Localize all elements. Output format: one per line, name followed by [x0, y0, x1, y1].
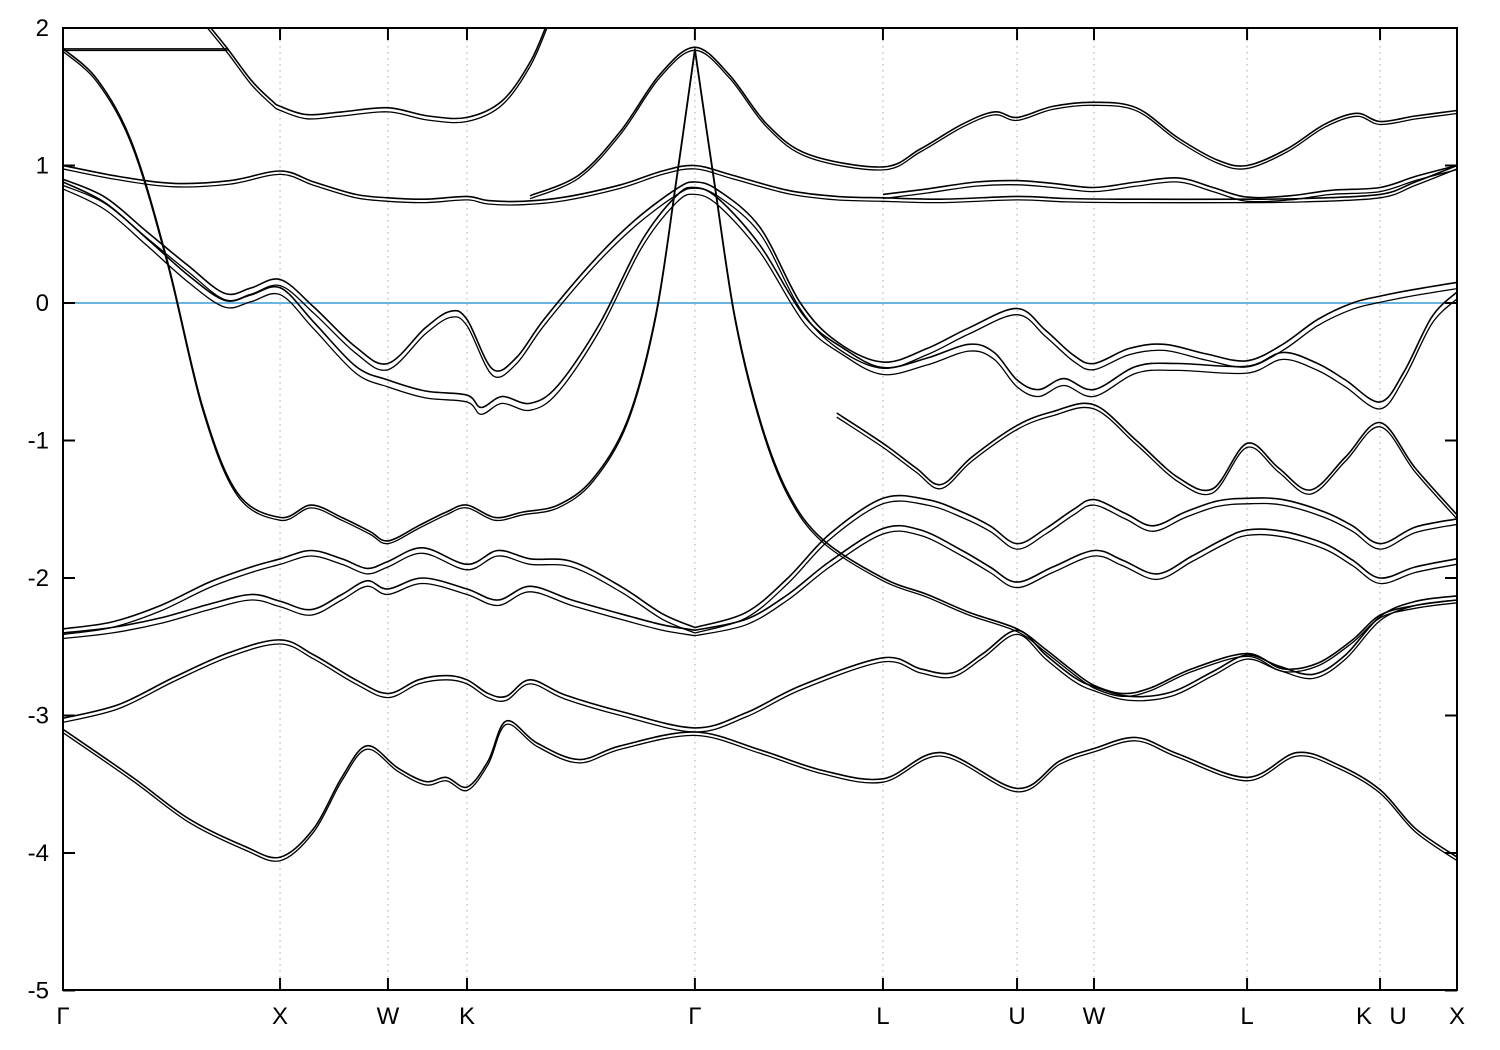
band-dive-right-pair: [694, 51, 1457, 697]
band-dive-left-pair: [63, 50, 696, 545]
band-nearzero-b-pair: [63, 188, 1457, 416]
band-cond-top: [529, 46, 1457, 197]
band-val-v: [836, 402, 1457, 516]
y-tick-label: 2: [36, 15, 49, 42]
y-tick-label: -2: [28, 565, 49, 592]
band-dive-left: [63, 47, 696, 542]
band-nearzero-b: [63, 181, 1457, 409]
kpoint-label: L: [1240, 1003, 1253, 1030]
band-cond-wavy: [882, 164, 1457, 199]
kpoint-label: U: [1389, 1003, 1406, 1030]
band-val-v-pair: [836, 406, 1457, 520]
band-cond-wavy-pair: [882, 168, 1457, 203]
y-tick-label: -3: [28, 703, 49, 730]
band-steep-top: [209, 28, 547, 120]
band-val-left2: [63, 577, 696, 634]
y-tick-label: 0: [36, 290, 49, 317]
band-val-tangle1: [694, 494, 1457, 629]
band-val-left1: [63, 546, 696, 630]
kpoint-label: U: [1008, 1003, 1025, 1030]
axis-ticks: [62, 27, 1458, 992]
band-nearzero-a: [63, 178, 1457, 372]
y-axis-labels: 2 1 0 -1 -2 -3 -4 -5: [28, 15, 49, 1005]
gridlines: [279, 28, 1381, 990]
band-val-left2-pair: [63, 582, 696, 640]
band-cond-flat: [63, 164, 1457, 203]
kpoint-label: L: [876, 1003, 889, 1030]
y-tick-label: -1: [28, 428, 49, 455]
band-deep2-pair: [63, 599, 1457, 733]
band-cond-flat-pair: [63, 168, 1457, 206]
band-steep-top-pair: [206, 28, 548, 124]
y-tick-label: 1: [36, 153, 49, 180]
band-val-tangle1-pair: [694, 500, 1457, 634]
kpoint-label: X: [1449, 1003, 1465, 1030]
band-nearzero-a-pair: [63, 184, 1457, 378]
kpoint-label: W: [1083, 1003, 1106, 1030]
band-val-tangle2-pair: [694, 530, 1457, 637]
band-deepest: [63, 720, 1457, 859]
y-tick-label: -4: [28, 840, 49, 867]
band-val-left1-pair: [63, 552, 696, 636]
band-deepest-pair: [63, 723, 1457, 862]
kpoint-label: Γ: [56, 1003, 69, 1030]
band-dive-right: [694, 48, 1457, 695]
kpoint-label: Γ: [688, 1003, 701, 1030]
band-val-tangle2: [694, 524, 1457, 632]
band-deep2: [63, 595, 1457, 729]
y-tick-label: -5: [28, 978, 49, 1005]
plot-border: [62, 27, 1458, 991]
band-cond-top-pair: [529, 49, 1457, 200]
band-curves: [63, 28, 1457, 862]
kpoint-label: W: [377, 1003, 400, 1030]
kpoint-label: K: [1356, 1003, 1372, 1030]
kpoint-label: X: [272, 1003, 288, 1030]
kpoint-label: K: [459, 1003, 475, 1030]
